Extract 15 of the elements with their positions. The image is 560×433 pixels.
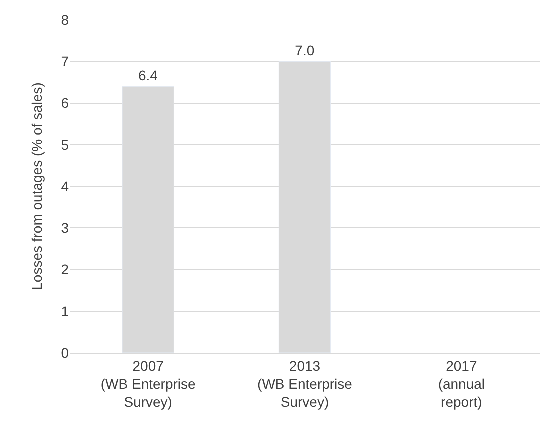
x-tick-label: 2013 (WB Enterprise Survey) [258,358,353,410]
y-tick-label: 1 [61,303,70,320]
y-tick-label: 4 [61,178,70,194]
x-tick-label: 2007 (WB Enterprise Survey) [100,358,196,410]
y-tick-label: 3 [61,220,70,236]
y-axis-title: Losses from outages (% of sales) [28,82,45,290]
data-label: 6.4 [138,68,158,84]
y-tick-label: 7 [61,54,70,70]
data-label: 7.0 [295,42,315,59]
x-tick-label: 2017 (annual report) [438,358,486,410]
y-tick-label: 0 [61,344,70,361]
y-tick-label: 6 [61,95,70,112]
y-tick-label: 2 [61,262,70,278]
y-tick-label: 5 [61,136,70,153]
y-tick-label: 8 [61,12,70,28]
